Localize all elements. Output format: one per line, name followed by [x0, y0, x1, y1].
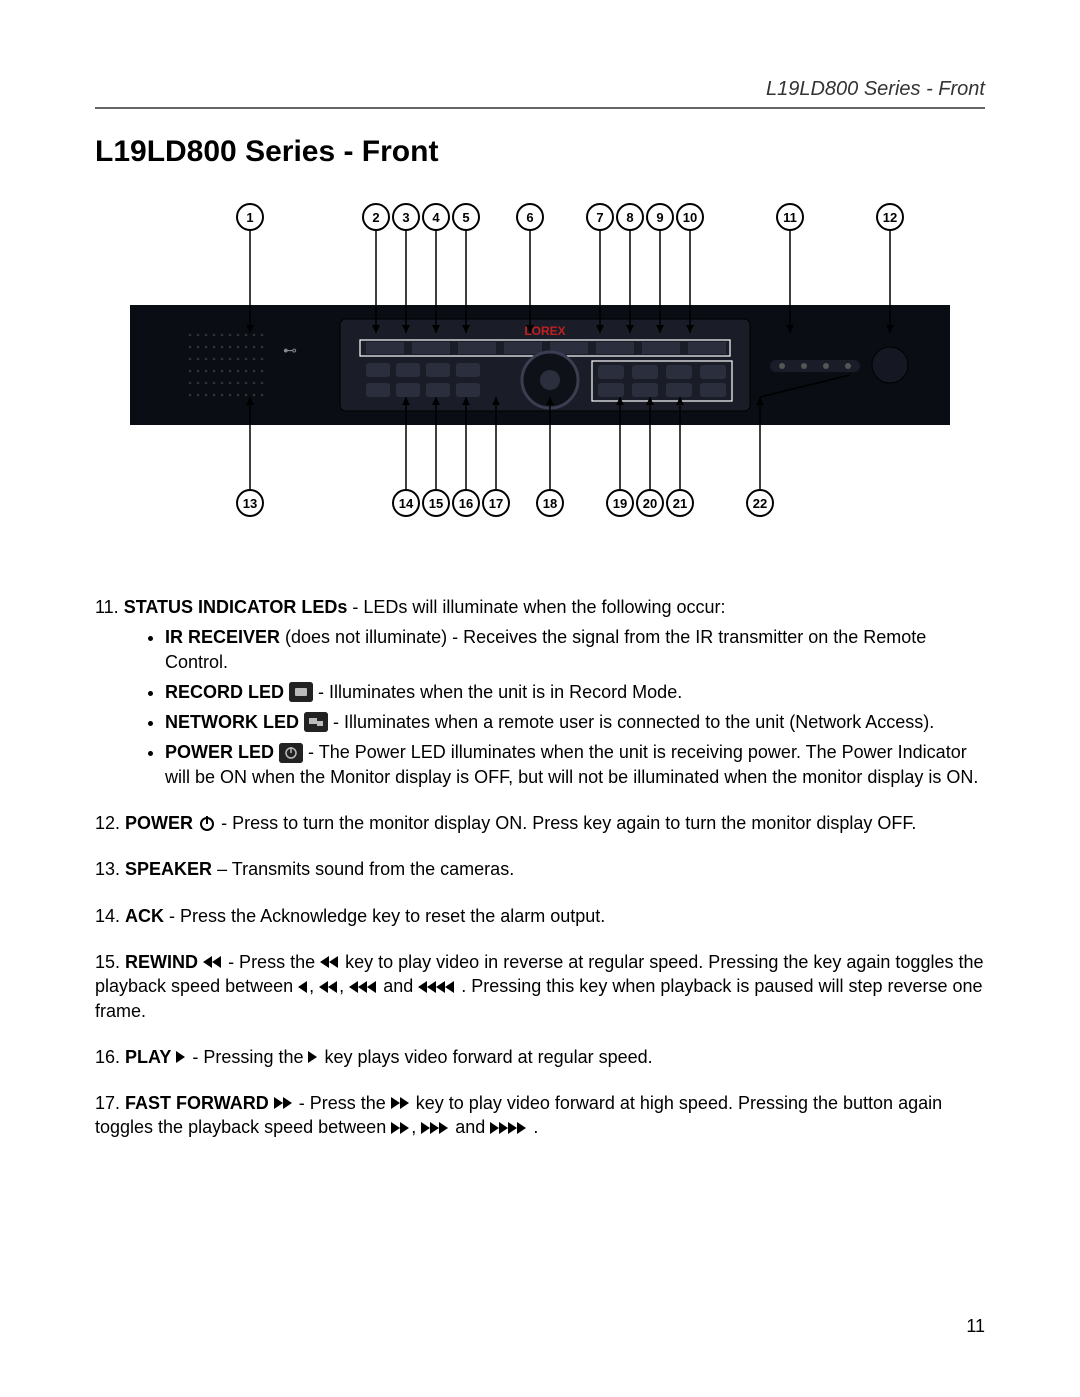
item-label: REWIND	[125, 952, 198, 972]
item-label: ACK	[125, 906, 164, 926]
bullet-label: NETWORK LED	[165, 712, 299, 732]
item-11: 11. STATUS INDICATOR LEDs - LEDs will il…	[95, 595, 985, 789]
rewind-3-icon	[349, 980, 378, 994]
fast-forward-icon	[391, 1096, 411, 1110]
item-number: 11.	[95, 597, 124, 617]
svg-text:4: 4	[432, 210, 440, 225]
item-text: – Transmits sound from the cameras.	[217, 859, 514, 879]
play-icon	[308, 1050, 319, 1064]
device-diagram: LOREX⊷1234567891011121314151617181920212…	[130, 195, 950, 525]
svg-text:12: 12	[883, 210, 897, 225]
svg-text:6: 6	[526, 210, 533, 225]
item-text: - Press the	[228, 952, 320, 972]
item-number: 13.	[95, 859, 125, 879]
svg-text:19: 19	[613, 496, 627, 511]
item-number: 17.	[95, 1093, 125, 1113]
svg-text:7: 7	[596, 210, 603, 225]
page-number: 11	[966, 1316, 985, 1337]
svg-text:2: 2	[372, 210, 379, 225]
rewind-4-icon	[418, 980, 456, 994]
and-word: and	[455, 1117, 490, 1137]
and-word: and	[383, 976, 418, 996]
play-icon	[176, 1050, 187, 1064]
svg-text:5: 5	[462, 210, 469, 225]
bullet-label: POWER LED	[165, 742, 274, 762]
svg-text:17: 17	[489, 496, 503, 511]
svg-text:16: 16	[459, 496, 473, 511]
svg-text:15: 15	[429, 496, 443, 511]
item-number: 16.	[95, 1047, 125, 1067]
fast-forward-3-icon	[421, 1121, 450, 1135]
item-text: .	[533, 1117, 538, 1137]
item-label: PLAY	[125, 1047, 171, 1067]
fast-forward-2-icon	[391, 1121, 411, 1135]
svg-text:18: 18	[543, 496, 557, 511]
power-icon	[198, 814, 216, 832]
item-11-bullets: IR RECEIVER (does not illuminate) - Rece…	[95, 625, 985, 789]
item-label: STATUS INDICATOR LEDs	[124, 597, 348, 617]
bullet-text: (does not illuminate) - Receives the sig…	[165, 627, 926, 671]
item-16: 16. PLAY - Pressing the key plays video …	[95, 1045, 985, 1069]
svg-text:21: 21	[673, 496, 687, 511]
item-text: - LEDs will illuminate when the followin…	[352, 597, 725, 617]
network-icon	[304, 712, 328, 732]
item-14: 14. ACK - Press the Acknowledge key to r…	[95, 904, 985, 928]
rewind-2-icon	[319, 980, 339, 994]
item-12: 12. POWER - Press to turn the monitor di…	[95, 811, 985, 835]
svg-text:13: 13	[243, 496, 257, 511]
item-label: FAST FORWARD	[125, 1093, 269, 1113]
svg-text:14: 14	[399, 496, 414, 511]
content: 11. STATUS INDICATOR LEDs - LEDs will il…	[95, 595, 985, 1140]
item-label: SPEAKER	[125, 859, 212, 879]
item-text: - Press the Acknowledge key to reset the…	[169, 906, 605, 926]
diagram-container: LOREX⊷1234567891011121314151617181920212…	[95, 195, 985, 525]
fast-forward-icon	[274, 1096, 294, 1110]
item-number: 12.	[95, 813, 125, 833]
rewind-icon	[320, 955, 340, 969]
rewind-1-icon	[298, 980, 309, 994]
rec-icon	[289, 682, 313, 702]
bullet: IR RECEIVER (does not illuminate) - Rece…	[165, 625, 985, 674]
svg-text:10: 10	[683, 210, 697, 225]
svg-text:1: 1	[246, 210, 253, 225]
bullet-text: - Illuminates when a remote user is conn…	[328, 712, 934, 732]
header-rule	[95, 107, 985, 109]
svg-text:⊷: ⊷	[283, 342, 297, 358]
item-text: - Pressing the	[192, 1047, 308, 1067]
fast-forward-4-icon	[490, 1121, 528, 1135]
power-led-icon	[279, 743, 303, 763]
bullet-label: IR RECEIVER	[165, 627, 280, 647]
item-label: POWER	[125, 813, 193, 833]
svg-text:3: 3	[402, 210, 409, 225]
bullet-text: - Illuminates when the unit is in Record…	[313, 682, 682, 702]
item-number: 14.	[95, 906, 125, 926]
bullet-label: RECORD LED	[165, 682, 284, 702]
item-text: - Press to turn the monitor display ON. …	[221, 813, 916, 833]
item-15: 15. REWIND - Press the key to play video…	[95, 950, 985, 1023]
svg-text:8: 8	[626, 210, 633, 225]
bullet: RECORD LED - Illuminates when the unit i…	[165, 680, 985, 704]
item-17: 17. FAST FORWARD - Press the key to play…	[95, 1091, 985, 1140]
rewind-icon	[203, 955, 223, 969]
item-text: key plays video forward at regular speed…	[325, 1047, 653, 1067]
item-13: 13. SPEAKER – Transmits sound from the c…	[95, 857, 985, 881]
svg-text:22: 22	[753, 496, 767, 511]
svg-text:11: 11	[783, 210, 797, 225]
item-text: - Press the	[299, 1093, 391, 1113]
item-number: 15.	[95, 952, 125, 972]
bullet: POWER LED - The Power LED illuminates wh…	[165, 740, 985, 789]
bullet: NETWORK LED - Illuminates when a remote …	[165, 710, 985, 734]
svg-text:20: 20	[643, 496, 657, 511]
running-head: L19LD800 Series - Front	[95, 78, 985, 101]
svg-text:9: 9	[656, 210, 663, 225]
page-title: L19LD800 Series - Front	[95, 135, 985, 169]
